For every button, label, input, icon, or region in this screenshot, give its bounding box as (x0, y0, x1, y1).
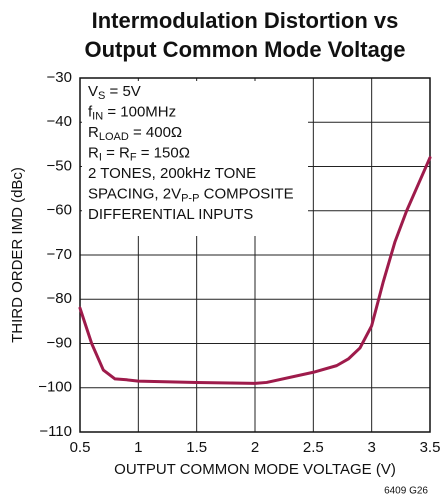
y-tick-label: −30 (47, 69, 72, 86)
annotation-text: = 150Ω (137, 144, 190, 161)
annotation: RLOAD = 400Ω (88, 124, 182, 143)
annotation-text: = 100MHz (103, 103, 176, 120)
figure-code: 6409 G26 (384, 486, 428, 497)
annotation-background (82, 81, 308, 236)
x-tick-label: 2.5 (303, 439, 324, 456)
annotation-text: f (88, 103, 93, 120)
annotation: 2 TONES, 200kHz TONE (88, 165, 256, 182)
annotation-text: F (130, 151, 137, 163)
y-tick-label: −40 (47, 113, 72, 130)
annotation-text: R (88, 124, 99, 141)
annotation-text: DIFFERENTIAL INPUTS (88, 206, 253, 223)
y-tick-label: −60 (47, 202, 72, 219)
annotation-text: = R (102, 144, 130, 161)
x-tick-label: 3 (367, 439, 375, 456)
y-tick-label: −100 (38, 379, 72, 396)
annotation: fIN = 100MHz (88, 103, 176, 122)
y-tick-label: −90 (47, 334, 72, 351)
x-tick-label: 1.5 (186, 439, 207, 456)
annotation-text: = 400Ω (129, 124, 182, 141)
annotation-text: 2 TONES, 200kHz TONE (88, 165, 256, 182)
y-axis-label: THIRD ORDER IMD (dBc) (9, 167, 26, 343)
x-tick-label: 0.5 (70, 439, 91, 456)
chart-title: Output Common Mode Voltage (84, 37, 405, 62)
plot-frame (79, 77, 431, 433)
annotation-text: P-P (181, 192, 199, 204)
x-axis-label: OUTPUT COMMON MODE VOLTAGE (V) (114, 461, 396, 478)
x-tick-label: 2 (251, 439, 259, 456)
annotation-text: I (99, 151, 102, 163)
x-tick-label: 1 (134, 439, 142, 456)
annotation-text: R (88, 144, 99, 161)
annotation-text: COMPOSITE (199, 185, 293, 202)
annotation: VS = 5V (88, 83, 141, 102)
chart-title: Intermodulation Distortion vs (92, 8, 399, 33)
annotation: DIFFERENTIAL INPUTS (88, 206, 253, 223)
y-tick-label: −80 (47, 290, 72, 307)
annotation-text: S (98, 90, 105, 102)
annotation-text: LOAD (99, 131, 129, 143)
annotation-text: V (88, 83, 98, 100)
annotation-text: SPACING, 2V (88, 185, 181, 202)
annotation-text: = 5V (105, 83, 140, 100)
y-tick-label: −50 (47, 157, 72, 174)
data-line (78, 156, 432, 385)
annotation-text: IN (92, 110, 103, 122)
annotation: SPACING, 2VP-P COMPOSITE (88, 185, 294, 204)
y-tick-label: −110 (39, 423, 72, 440)
y-tick-label: −70 (47, 246, 72, 263)
x-tick-label: 3.5 (420, 439, 441, 456)
annotation: RI = RF = 150Ω (88, 144, 190, 163)
